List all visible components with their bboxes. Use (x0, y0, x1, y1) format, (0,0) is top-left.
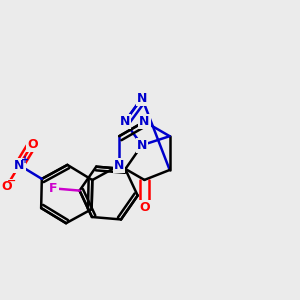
Text: O: O (139, 201, 150, 214)
Text: N: N (137, 92, 147, 104)
Text: O: O (27, 138, 38, 151)
Text: N: N (139, 115, 150, 128)
Text: O: O (1, 180, 12, 193)
Text: N: N (120, 115, 130, 128)
Text: N: N (14, 159, 25, 172)
Text: −: − (6, 176, 16, 186)
Text: F: F (49, 182, 58, 195)
Text: N: N (137, 139, 147, 152)
Text: +: + (21, 155, 29, 165)
Text: N: N (114, 159, 124, 172)
